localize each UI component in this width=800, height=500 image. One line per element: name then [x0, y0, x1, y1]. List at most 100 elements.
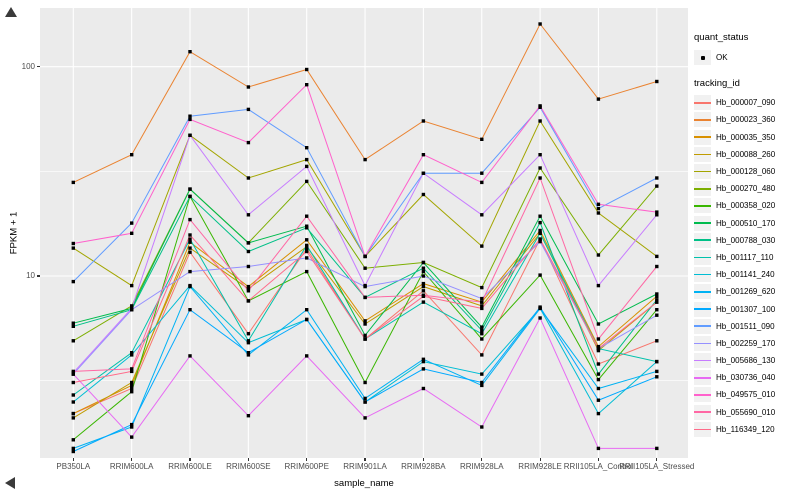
- data-point-Hb_000023_360: [480, 137, 484, 141]
- data-point-Hb_001141_240: [655, 359, 659, 364]
- data-point-Hb_000270_480: [130, 304, 134, 308]
- data-point-Hb_116349_120: [71, 380, 75, 385]
- corner-triangle-icon: [5, 477, 15, 489]
- legend-item-label: Hb_000788_030: [716, 235, 776, 245]
- data-point-Hb_030736_040: [71, 372, 75, 376]
- data-point-Hb_000788_030: [538, 220, 542, 225]
- data-point-Hb_000788_030: [421, 266, 426, 270]
- data-point-Hb_000128_060: [130, 283, 134, 288]
- x-tick-mark: [306, 458, 308, 461]
- data-point-Hb_000358_020: [538, 273, 542, 277]
- data-point-Hb_000270_480: [655, 184, 659, 188]
- data-point-Hb_055690_010: [305, 214, 309, 218]
- legend-item-label: Hb_001141_240: [716, 270, 775, 280]
- legend: quant_status OK tracking_id Hb_000007_09…: [694, 32, 798, 438]
- data-point-Hb_000035_350: [305, 238, 309, 242]
- data-point-Hb_116349_120: [305, 249, 309, 254]
- legend-item-Hb_000358_020: Hb_000358_020: [694, 197, 798, 214]
- legend-key-line: [694, 215, 711, 231]
- data-point-Hb_030736_040: [655, 446, 659, 451]
- data-point-Hb_030736_040: [130, 435, 134, 439]
- data-point-Hb_000788_030: [655, 298, 659, 302]
- data-point-Hb_000023_360: [246, 85, 251, 89]
- data-point-Hb_005686_130: [421, 171, 426, 175]
- data-point-Hb_000510_170: [246, 241, 251, 245]
- data-point-Hb_005686_130: [363, 283, 367, 288]
- data-point-Hb_116349_120: [188, 233, 192, 237]
- data-point-Hb_001511_090: [188, 114, 192, 118]
- x-tick-label: RRII105LA_Control: [563, 462, 634, 471]
- data-point-Hb_049575_010: [363, 254, 367, 259]
- legend-line-swatch: [694, 376, 711, 379]
- data-point-Hb_000358_020: [596, 377, 601, 382]
- data-point-Hb_000088_260: [246, 287, 251, 291]
- legend-item-label: Hb_001307_100: [716, 304, 776, 314]
- legend-item-Hb_000035_350: Hb_000035_350: [694, 129, 798, 146]
- data-point-Hb_001117_110: [421, 300, 426, 304]
- data-point-Hb_001511_090: [130, 221, 134, 225]
- legend-line-swatch: [694, 101, 711, 104]
- data-point-Hb_055690_010: [188, 217, 192, 222]
- data-point-Hb_000510_170: [655, 292, 659, 296]
- data-point-Hb_000088_260: [130, 380, 134, 385]
- legend-item-label: Hb_001117_110: [716, 252, 774, 262]
- x-tick-mark: [597, 458, 600, 461]
- data-point-Hb_001117_110: [246, 339, 251, 343]
- data-point-Hb_000128_060: [421, 192, 426, 197]
- data-point-Hb_116349_120: [655, 300, 659, 304]
- legend-line-swatch: [694, 359, 711, 362]
- data-point-Hb_001307_100: [305, 317, 309, 322]
- data-point-Hb_055690_010: [538, 176, 542, 180]
- data-point-Hb_000023_360: [305, 67, 309, 72]
- data-point-Hb_000023_360: [421, 119, 426, 123]
- legend-key-line: [694, 284, 711, 300]
- data-point-Hb_000088_260: [71, 416, 75, 420]
- y-tick-mark: [36, 275, 40, 277]
- legend-item-Hb_001141_240: Hb_001141_240: [694, 266, 798, 283]
- data-point-Hb_001307_100: [71, 449, 75, 454]
- legend-line-swatch: [694, 308, 711, 310]
- data-point-Hb_000007_090: [655, 339, 659, 343]
- legend-item-label: Hb_002259_170: [716, 338, 776, 348]
- legend-item-Hb_000510_170: Hb_000510_170: [694, 215, 798, 232]
- data-point-Hb_000128_060: [480, 244, 484, 248]
- data-point-Hb_000035_350: [596, 344, 601, 349]
- data-point-Hb_000510_170: [480, 325, 484, 329]
- data-point-Hb_000358_020: [130, 390, 134, 394]
- data-point-Hb_002259_170: [421, 274, 426, 278]
- data-point-Hb_001511_090: [480, 171, 484, 175]
- data-point-Hb_005686_130: [596, 283, 601, 288]
- data-point-Hb_000035_350: [363, 319, 367, 323]
- data-point-Hb_000128_060: [655, 254, 659, 259]
- data-point-Hb_001117_110: [130, 351, 134, 355]
- legend-item-Hb_055690_010: Hb_055690_010: [694, 404, 798, 421]
- x-tick-label: RRIM901LA: [343, 462, 387, 471]
- legend-item-label: Hb_055690_010: [716, 407, 776, 417]
- x-tick-mark: [247, 458, 249, 461]
- data-point-Hb_000023_360: [363, 157, 367, 162]
- data-point-Hb_000007_090: [130, 386, 134, 391]
- data-point-Hb_002259_170: [538, 239, 542, 244]
- x-tick-label: RRIM928LA: [459, 462, 504, 471]
- data-point-Hb_000007_090: [480, 353, 484, 357]
- data-point-Hb_005686_130: [188, 133, 192, 137]
- legend-item-label: OK: [716, 53, 728, 63]
- legend-item-label: Hb_000007_090: [716, 98, 776, 108]
- data-point-Hb_000088_260: [480, 304, 484, 308]
- data-point-Hb_002259_170: [246, 264, 251, 269]
- legend-item-Hb_000007_090: Hb_000007_090: [694, 94, 798, 111]
- legend-line-swatch: [694, 342, 711, 345]
- legend-key-line: [694, 146, 711, 162]
- data-point-Hb_001307_100: [480, 380, 484, 385]
- data-point-Hb_000358_020: [421, 269, 426, 274]
- legend-key-point: [694, 50, 711, 66]
- data-point-Hb_000128_060: [71, 246, 75, 250]
- data-point-Hb_001117_110: [480, 332, 484, 336]
- data-point-Hb_000128_060: [596, 211, 601, 215]
- data-point-Hb_049575_010: [655, 210, 659, 214]
- data-point-Hb_049575_010: [71, 241, 75, 246]
- legend-item-label: Hb_005686_130: [716, 356, 776, 366]
- data-point-Hb_001307_100: [421, 367, 426, 371]
- legend-item-label: Hb_001269_620: [716, 287, 776, 297]
